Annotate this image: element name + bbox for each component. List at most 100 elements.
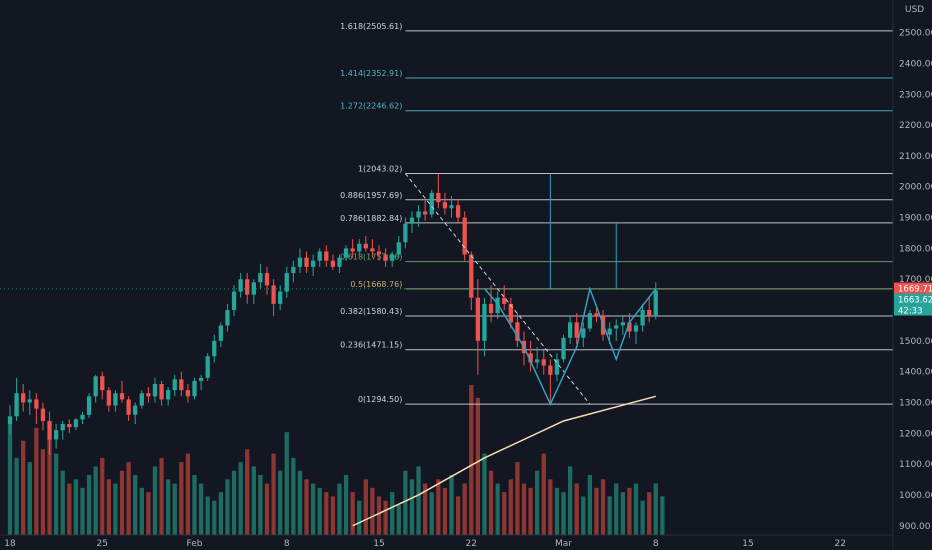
volume-bar (647, 492, 652, 535)
y-tick-label: 2100.00 (899, 152, 932, 162)
candle-body (502, 297, 507, 304)
y-tick-label: 1100.00 (899, 460, 932, 470)
price-tag-bg (894, 304, 932, 316)
candle-body (403, 223, 408, 243)
volume-bar (423, 483, 428, 535)
fib-levels[interactable]: 1.618(2505.61) 1.414(2352.91) 1.272(2246.6… (340, 22, 893, 405)
candle-body (528, 353, 533, 363)
candle-body (469, 254, 474, 298)
volume-bar (403, 470, 408, 535)
candle-body (567, 322, 573, 338)
candle-body (561, 337, 566, 360)
candle-body (126, 399, 131, 415)
volume-bar (310, 483, 316, 535)
volume-bar (541, 453, 546, 535)
volume-bar (521, 483, 527, 535)
fib-label: 0.382(1580.43) (340, 307, 402, 316)
candle-body (515, 322, 520, 341)
x-tick-label: 15 (742, 539, 753, 549)
candle-body (133, 405, 138, 415)
candle-body (554, 359, 560, 375)
candle-body (258, 273, 263, 283)
fib-label: 0.618(1757.06) (340, 253, 402, 262)
candle-body (587, 313, 593, 329)
candle-body (106, 390, 111, 406)
candle-body (317, 251, 322, 261)
volume-bar (93, 466, 98, 535)
candle-body (34, 399, 39, 409)
candle-body (535, 359, 540, 363)
candle-body (225, 310, 230, 326)
volume-bar (620, 492, 625, 535)
volume-bar (304, 479, 309, 535)
candle-body (423, 211, 428, 215)
volume-bar (462, 483, 467, 535)
trend-dashed-line (404, 173, 591, 405)
candle-body (614, 325, 619, 329)
x-tick-label: 8 (284, 539, 290, 549)
candle-body (620, 322, 625, 326)
y-tick-label: 1900.00 (899, 214, 932, 224)
candle-body (337, 257, 342, 267)
candle-body (159, 383, 164, 400)
volume-bar (429, 492, 434, 535)
candle-body (185, 390, 191, 397)
x-tick-label: 15 (373, 539, 384, 549)
volume-bar (653, 483, 658, 535)
candle-body (594, 313, 599, 317)
volume-bar (343, 475, 349, 535)
drawings[interactable] (0, 173, 893, 527)
volume-bar (284, 432, 289, 535)
candle-body (14, 393, 19, 417)
volume-bars (7, 385, 665, 535)
y-tick-label: 2500.00 (899, 29, 932, 39)
candle-body (304, 257, 309, 267)
candle-body (343, 248, 349, 258)
volume-bar (152, 466, 158, 535)
candle-body (647, 310, 652, 317)
x-tick-label: 22 (466, 539, 477, 549)
candle-body (409, 217, 415, 224)
volume-bar (324, 492, 329, 535)
volume-bar (587, 475, 593, 535)
candle-body (416, 211, 421, 218)
y-tick-label: 1500.00 (899, 337, 932, 347)
candle-body (251, 282, 256, 295)
candle-body (47, 420, 52, 440)
candle-body (390, 254, 395, 261)
volume-bar (574, 483, 579, 535)
y-tick-label: 1200.00 (899, 429, 932, 439)
candle-body (166, 390, 171, 400)
candle-body (633, 325, 639, 332)
volume-bar (34, 427, 39, 535)
candle-body (640, 310, 645, 326)
candle-body (475, 297, 480, 341)
volume-bar (258, 475, 263, 535)
volume-bar (548, 479, 553, 535)
candle-body (73, 419, 79, 428)
candle-body (548, 365, 553, 375)
volume-bar (40, 449, 46, 535)
fib-label: 0(1294.50) (358, 395, 402, 404)
volume-bar (245, 449, 250, 535)
candle-body (508, 303, 513, 323)
volume-bar (442, 487, 448, 535)
volume-bar (561, 492, 566, 535)
volume-bar (225, 479, 230, 535)
candle-body (231, 291, 237, 311)
candle-body (396, 242, 401, 255)
candle-body (488, 303, 494, 314)
volume-bar (198, 483, 204, 535)
volume-bar (119, 470, 125, 535)
price-tag-bg (894, 293, 932, 305)
volume-bar (370, 487, 375, 535)
candle-body (179, 379, 184, 391)
candle-body (60, 424, 65, 431)
volume-bar (67, 483, 72, 535)
volume-bar (528, 487, 533, 535)
price-tag-label: 1663.62 (898, 296, 932, 306)
candle-body (482, 303, 487, 341)
